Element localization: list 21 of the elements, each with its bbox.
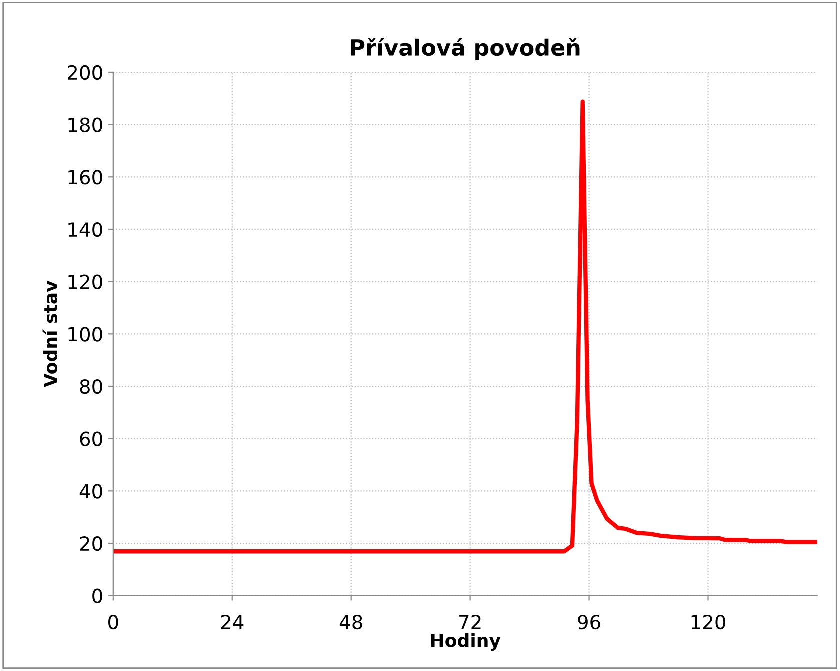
y-tick-label: 180 [68,118,102,132]
y-tick-label: 120 [68,274,102,290]
y-tick-label: 40 [80,484,102,499]
y-tick-label: 20 [80,536,102,552]
y-tick-label: 80 [80,379,102,394]
line-series [113,100,818,554]
y-tick-label: 160 [68,170,102,185]
y-tick-label: 0 [92,588,102,604]
x-tick-label: 24 [221,614,244,630]
x-tick-label: 0 [108,614,118,630]
y-tick-label: 100 [68,327,102,342]
x-axis-title: Hodiny [431,633,501,652]
y-tick-label: 60 [80,432,102,446]
x-tick-label: 48 [340,614,362,630]
x-tick-label: 120 [692,614,726,630]
chart-title: Přívalová povodeň [351,38,580,60]
x-tick-label: 72 [460,614,481,630]
y-tick-label: 200 [68,65,102,80]
x-tick-label: 96 [578,614,600,630]
y-axis-title: Vodní stav [42,280,58,388]
y-tick-label: 140 [68,222,102,238]
